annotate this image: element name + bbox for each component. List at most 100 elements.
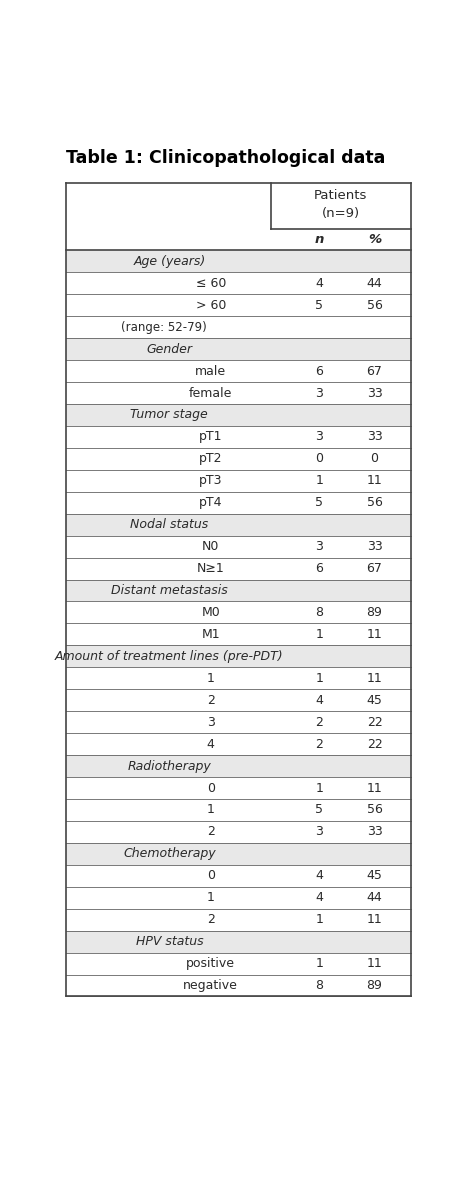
- Bar: [66, 426, 411, 448]
- Text: 1: 1: [207, 891, 215, 904]
- Bar: [66, 689, 411, 712]
- Text: 1: 1: [207, 803, 215, 816]
- Text: 33: 33: [367, 541, 382, 554]
- Bar: [66, 953, 411, 974]
- Text: negative: negative: [183, 979, 238, 992]
- Text: 4: 4: [315, 277, 323, 290]
- Text: 3: 3: [207, 715, 215, 728]
- Text: (range: 52-79): (range: 52-79): [121, 321, 207, 334]
- Text: 45: 45: [366, 870, 383, 883]
- Bar: [66, 624, 411, 645]
- Bar: [66, 316, 411, 339]
- Bar: [66, 865, 411, 886]
- Bar: [66, 668, 411, 689]
- Bar: [66, 777, 411, 800]
- Text: 2: 2: [207, 826, 215, 839]
- Bar: [66, 339, 411, 360]
- Text: n: n: [315, 233, 324, 246]
- Text: HPV status: HPV status: [135, 935, 203, 948]
- Bar: [66, 821, 411, 842]
- Text: 11: 11: [367, 628, 382, 640]
- Bar: [66, 469, 411, 492]
- Bar: [66, 272, 411, 295]
- Text: 11: 11: [367, 958, 382, 971]
- Bar: [66, 756, 411, 777]
- Text: 4: 4: [315, 694, 323, 707]
- Text: 56: 56: [366, 298, 383, 311]
- Text: Gender: Gender: [146, 342, 193, 355]
- Text: 2: 2: [315, 738, 323, 751]
- Text: Nodal status: Nodal status: [130, 518, 208, 531]
- Text: 5: 5: [315, 803, 323, 816]
- Bar: [66, 645, 411, 668]
- Bar: [66, 974, 411, 997]
- Text: > 60: > 60: [196, 298, 226, 311]
- Text: %: %: [368, 233, 381, 246]
- Bar: [66, 360, 411, 383]
- Text: 3: 3: [315, 826, 323, 839]
- Bar: [66, 448, 411, 469]
- Text: 11: 11: [367, 914, 382, 927]
- Text: 33: 33: [367, 386, 382, 399]
- Text: 6: 6: [315, 365, 323, 378]
- Text: 8: 8: [315, 979, 323, 992]
- Text: 22: 22: [367, 715, 382, 728]
- Text: 1: 1: [207, 671, 215, 684]
- Text: 56: 56: [366, 497, 383, 510]
- Text: 67: 67: [366, 562, 383, 575]
- Text: 5: 5: [315, 298, 323, 311]
- Text: Tumor stage: Tumor stage: [131, 409, 208, 422]
- Text: Radiotherapy: Radiotherapy: [127, 759, 211, 772]
- Text: 0: 0: [207, 782, 215, 795]
- Text: 5: 5: [315, 497, 323, 510]
- Text: Table 1: Clinicopathological data: Table 1: Clinicopathological data: [66, 148, 385, 166]
- Text: 1: 1: [315, 782, 323, 795]
- Text: positive: positive: [186, 958, 235, 971]
- Text: pT4: pT4: [199, 497, 222, 510]
- Text: 1: 1: [315, 914, 323, 927]
- Text: 0: 0: [207, 870, 215, 883]
- Text: 44: 44: [367, 277, 382, 290]
- Text: 89: 89: [366, 606, 383, 619]
- Bar: [66, 557, 411, 580]
- Text: 11: 11: [367, 474, 382, 487]
- Bar: [66, 580, 411, 601]
- Text: 11: 11: [367, 782, 382, 795]
- Text: 4: 4: [315, 870, 323, 883]
- Text: 0: 0: [315, 453, 323, 466]
- Text: 33: 33: [367, 826, 382, 839]
- Text: 4: 4: [315, 891, 323, 904]
- Text: M1: M1: [201, 628, 220, 640]
- Bar: [66, 404, 411, 426]
- Text: 2: 2: [207, 694, 215, 707]
- Text: pT2: pT2: [199, 453, 222, 466]
- Text: 45: 45: [366, 694, 383, 707]
- Bar: [66, 251, 411, 272]
- Text: 2: 2: [315, 715, 323, 728]
- Bar: [66, 513, 411, 536]
- Text: Patients
(n=9): Patients (n=9): [314, 189, 368, 220]
- Bar: [66, 909, 411, 930]
- Text: 1: 1: [315, 474, 323, 487]
- Text: 1: 1: [315, 958, 323, 971]
- Bar: [66, 930, 411, 953]
- Text: ≤ 60: ≤ 60: [196, 277, 226, 290]
- Text: 1: 1: [315, 671, 323, 684]
- Text: 56: 56: [366, 803, 383, 816]
- Text: pT1: pT1: [199, 430, 222, 443]
- Bar: [66, 733, 411, 756]
- Text: N0: N0: [202, 541, 219, 554]
- Text: 3: 3: [315, 386, 323, 399]
- Bar: [66, 295, 411, 316]
- Text: Amount of treatment lines (pre-PDT): Amount of treatment lines (pre-PDT): [55, 650, 284, 663]
- Text: 2: 2: [207, 914, 215, 927]
- Text: Chemotherapy: Chemotherapy: [123, 847, 216, 860]
- Text: 67: 67: [366, 365, 383, 378]
- Text: 44: 44: [367, 891, 382, 904]
- Text: 11: 11: [367, 671, 382, 684]
- Text: Age (years): Age (years): [133, 255, 206, 267]
- Text: pT3: pT3: [199, 474, 222, 487]
- Bar: [66, 536, 411, 557]
- Text: 22: 22: [367, 738, 382, 751]
- Text: 4: 4: [207, 738, 215, 751]
